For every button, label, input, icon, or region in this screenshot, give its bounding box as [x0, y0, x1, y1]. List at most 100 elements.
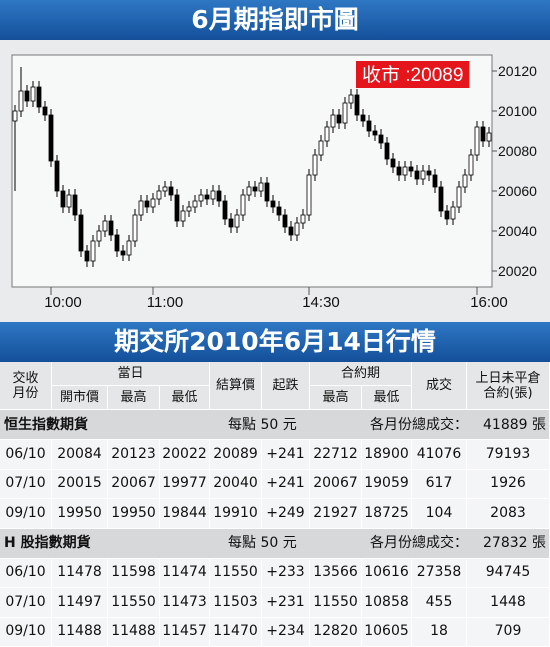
- table-cell: [0, 410, 550, 440]
- table-cell: 19059: [362, 469, 412, 499]
- candle-body: [108, 220, 114, 236]
- table-cell: 11473: [160, 588, 210, 618]
- header-line: 月份: [12, 385, 39, 401]
- candle-body: [390, 158, 396, 168]
- candle-body: [456, 186, 462, 208]
- candle-body: [228, 218, 234, 228]
- candle-body: [30, 86, 36, 102]
- candle-body: [408, 166, 414, 172]
- candle-body: [288, 226, 294, 236]
- chart: 20020 20040 20060 20080 20100 20120 10:00 11:00…: [0, 40, 550, 322]
- table-cell: 結算價: [210, 362, 262, 410]
- table-cell: H 股指數期貨: [4, 535, 91, 551]
- candle-body: [306, 174, 312, 216]
- candle-body: [240, 194, 246, 216]
- candle-body: [420, 170, 426, 180]
- candle-body: [204, 194, 210, 200]
- table-cell: 最高: [108, 386, 160, 410]
- candle-body: [360, 114, 366, 122]
- table-cell: 20084: [52, 440, 108, 470]
- candle-body: [366, 120, 372, 132]
- table-cell: 最低: [362, 386, 412, 410]
- y-tick-label: 20020: [498, 263, 537, 279]
- table-cell: 11598: [108, 558, 160, 588]
- candle-body: [222, 200, 228, 220]
- candle-body: [378, 134, 384, 144]
- x-tick-label: 10:00: [44, 294, 82, 311]
- table-cell: 18725: [362, 499, 412, 529]
- table-cell: 617: [412, 469, 467, 499]
- table-cell: 1448: [467, 588, 550, 618]
- candle-body: [342, 102, 348, 124]
- candle-body: [468, 154, 474, 176]
- table-cell: 交收 月份: [0, 362, 52, 410]
- table-cell: 11550: [310, 588, 362, 618]
- table-cell: 最高: [310, 386, 362, 410]
- candle-body: [42, 106, 48, 116]
- header-line: 合約(張): [483, 385, 533, 401]
- table-cell: 22712: [310, 440, 362, 470]
- table-cell: 11470: [210, 617, 262, 647]
- candle-body: [336, 114, 342, 124]
- candle-body: [300, 214, 306, 224]
- x-tick-label: 14:30: [302, 294, 340, 311]
- candle-body: [426, 170, 432, 176]
- table-cell: 11550: [210, 558, 262, 588]
- table-cell: 恒生指數期貨: [4, 416, 88, 433]
- candle-body: [24, 90, 30, 102]
- table-cell: 18900: [362, 440, 412, 470]
- candle-body: [48, 114, 54, 162]
- candle-body: [66, 194, 72, 208]
- table-cell: 27832 張: [483, 535, 546, 551]
- candle-body: [120, 250, 126, 256]
- table-cell: 最低: [160, 386, 210, 410]
- candle-body: [384, 142, 390, 160]
- candle-body: [90, 240, 96, 262]
- candle-body: [78, 214, 84, 252]
- candle-body: [486, 132, 492, 142]
- y-tick-label: 20100: [498, 103, 537, 119]
- table-cell: +241: [262, 469, 310, 499]
- candle-body: [126, 240, 132, 256]
- table-cell: 成交: [412, 362, 467, 410]
- table-cell: 19950: [108, 499, 160, 529]
- table-cell: 20089: [210, 440, 262, 470]
- candle-body: [180, 210, 186, 222]
- candle-body: [96, 230, 102, 242]
- candle-body: [444, 210, 450, 220]
- table-cell: 07/10: [0, 469, 52, 499]
- candle-body: [36, 86, 42, 108]
- candle-body: [330, 114, 336, 128]
- table-cell: 06/10: [0, 558, 52, 588]
- table-cell: 10605: [362, 617, 412, 647]
- candle-body: [246, 186, 252, 196]
- table-cell: 41076: [412, 440, 467, 470]
- y-tick-label: 20080: [498, 143, 537, 159]
- candle-body: [84, 250, 90, 262]
- table-cell: 455: [412, 588, 467, 618]
- table-cell: +231: [262, 588, 310, 618]
- candle-body: [144, 200, 150, 208]
- candle-body: [18, 90, 24, 112]
- table-cell: +249: [262, 499, 310, 529]
- annotation: 收市 :20089: [362, 64, 463, 86]
- chart-title: 6月期指即市圖: [0, 0, 550, 40]
- table-cell: +241: [262, 440, 310, 470]
- candle-body: [114, 234, 120, 252]
- table-cell: 06/10: [0, 440, 52, 470]
- table-cell: 每點 50 元: [228, 535, 297, 551]
- table-cell: 合約期: [310, 362, 412, 386]
- table-cell: 09/10: [0, 617, 52, 647]
- table-cell: 11503: [210, 588, 262, 618]
- table-cell: 104: [412, 499, 467, 529]
- table-cell: 11478: [52, 558, 108, 588]
- table-cell: 10858: [362, 588, 412, 618]
- candle-body: [474, 126, 480, 156]
- table-cell: 94745: [467, 558, 550, 588]
- candle-body: [276, 206, 282, 216]
- header-line: 上日未平倉: [475, 370, 541, 386]
- candle-body: [282, 214, 288, 228]
- table-cell: 20022: [160, 440, 210, 470]
- table-cell: 19910: [210, 499, 262, 529]
